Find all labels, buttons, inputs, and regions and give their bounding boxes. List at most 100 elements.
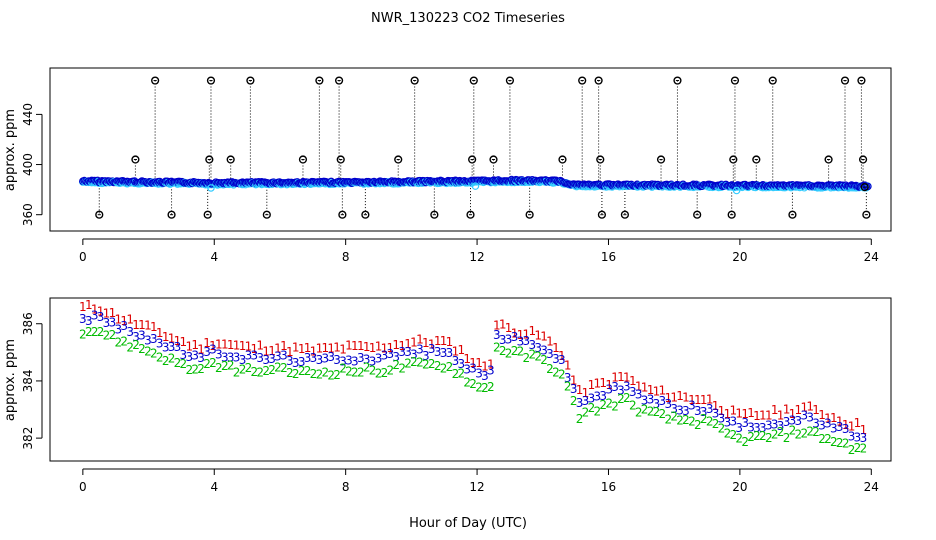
series-3-point: 3 xyxy=(109,315,117,329)
bottom-plot-frame xyxy=(49,297,892,462)
series-2-point: 2 xyxy=(327,368,335,382)
top-panel: 0 4 8 12 16 20 24 360 400 440 approx. ppm xyxy=(3,67,892,264)
series-3-point: 3 xyxy=(664,397,672,411)
series-1-point: 1 xyxy=(369,341,377,355)
series-2-point: 2 xyxy=(268,363,276,377)
outlier-point xyxy=(788,210,797,219)
series-2-point: 2 xyxy=(653,405,661,419)
series-1-point: 1 xyxy=(588,378,596,392)
series-2-point: 2 xyxy=(593,405,601,419)
series-2-point: 2 xyxy=(452,367,460,381)
bottom-y-tick-label: 382 xyxy=(21,427,35,450)
top-x-tick-label: 12 xyxy=(469,250,484,264)
series-1-point: 1 xyxy=(452,344,460,358)
series-3-point: 3 xyxy=(682,404,690,418)
series-3-point: 3 xyxy=(369,354,377,368)
outlier-point xyxy=(620,210,630,219)
series-3-point: 3 xyxy=(392,350,400,364)
series-2-point: 2 xyxy=(345,365,353,379)
series-1-point: 1 xyxy=(463,352,471,366)
top-plot-axes: 0 4 8 12 16 20 24 360 400 440 xyxy=(21,103,879,264)
series-1-point: 1 xyxy=(552,341,560,355)
outlier-point xyxy=(203,210,212,219)
series-1-point: 1 xyxy=(363,340,371,354)
series-3-point: 3 xyxy=(511,330,519,344)
series-3-point: 3 xyxy=(517,335,525,349)
series-2-point: 2 xyxy=(676,413,684,427)
series-2-point: 2 xyxy=(292,367,300,381)
top-y-tick-label: 360 xyxy=(21,203,35,226)
series-3-point: 3 xyxy=(688,399,696,413)
series-2-point: 2 xyxy=(824,432,832,446)
series-3-point: 3 xyxy=(860,431,868,445)
series-1-point: 1 xyxy=(375,339,383,353)
outlier-point xyxy=(857,76,866,85)
series-3-point: 3 xyxy=(422,349,430,363)
series-3-point: 3 xyxy=(783,415,791,429)
series-3-point: 3 xyxy=(132,330,140,344)
outlier-point xyxy=(594,76,603,85)
series-2-point: 2 xyxy=(256,366,264,380)
series-1-point: 1 xyxy=(635,380,643,394)
series-1-point: 1 xyxy=(138,318,146,332)
series-3-point: 3 xyxy=(729,414,737,428)
bottom-y-tick-label: 386 xyxy=(21,312,35,335)
outlier-point xyxy=(578,76,587,85)
bottom-y-tick-label: 384 xyxy=(21,369,35,392)
series-2-point: 2 xyxy=(162,354,170,368)
series-1-point: 1 xyxy=(747,406,755,420)
series-3-point: 3 xyxy=(452,354,460,368)
series-2-point: 2 xyxy=(126,340,134,354)
series-3-point: 3 xyxy=(599,389,607,403)
series-3-point: 3 xyxy=(735,421,743,435)
bottom-x-tick-label: 20 xyxy=(732,480,747,494)
outlier-point xyxy=(860,183,869,192)
series-2-point: 2 xyxy=(298,364,306,378)
series-1-point: 1 xyxy=(428,338,436,352)
series-1-point: 1 xyxy=(446,335,454,349)
series-1-point: 1 xyxy=(357,339,365,353)
bottom-x-tick-label: 0 xyxy=(79,480,87,494)
series-2-point: 2 xyxy=(481,381,489,395)
series-3-point: 3 xyxy=(564,371,572,385)
series-1-point: 1 xyxy=(611,371,619,385)
series-1-point: 1 xyxy=(132,318,140,332)
series-3-point: 3 xyxy=(540,343,548,357)
outlier-point xyxy=(469,76,478,85)
series-2-point: 2 xyxy=(783,431,791,445)
series-3-point: 3 xyxy=(286,354,294,368)
series-1-point: 1 xyxy=(493,318,501,332)
series-1-point: 1 xyxy=(316,341,324,355)
series-2-point: 2 xyxy=(729,428,737,442)
bottom-plot-marks: 1111111111111111111111111111111111111111… xyxy=(79,298,867,457)
series-3-point: 3 xyxy=(256,351,264,365)
series-2-point: 2 xyxy=(800,427,808,441)
series-1-point: 1 xyxy=(653,385,661,399)
series-1-point: 1 xyxy=(120,314,128,328)
series-1-point: 1 xyxy=(599,376,607,390)
top-plot-frame xyxy=(49,67,892,232)
series-3-point: 3 xyxy=(854,431,862,445)
series-2-point: 2 xyxy=(115,336,123,350)
series-3-point: 3 xyxy=(629,385,637,399)
series-1-point: 1 xyxy=(191,338,199,352)
series-3-point: 3 xyxy=(363,353,371,367)
outlier-point xyxy=(226,155,235,164)
series-3-point: 3 xyxy=(653,397,661,411)
series-2-point: 2 xyxy=(440,361,448,375)
series-3-point: 3 xyxy=(357,351,365,365)
series-3-point: 3 xyxy=(818,419,826,433)
series-3-point: 3 xyxy=(239,353,247,367)
series-1-point: 1 xyxy=(800,400,808,414)
series-2-point: 2 xyxy=(528,348,536,362)
series-2-point: 2 xyxy=(517,344,525,358)
outlier-point xyxy=(730,76,740,85)
series-3-point: 3 xyxy=(812,416,820,430)
series-2-point: 2 xyxy=(670,410,678,424)
series-3-point: 3 xyxy=(434,345,442,359)
series-2-point: 2 xyxy=(203,357,211,371)
series-2-point: 2 xyxy=(434,359,442,373)
series-3-point: 3 xyxy=(659,394,667,408)
series-3-point: 3 xyxy=(185,350,193,364)
series-2-point: 2 xyxy=(753,429,761,443)
